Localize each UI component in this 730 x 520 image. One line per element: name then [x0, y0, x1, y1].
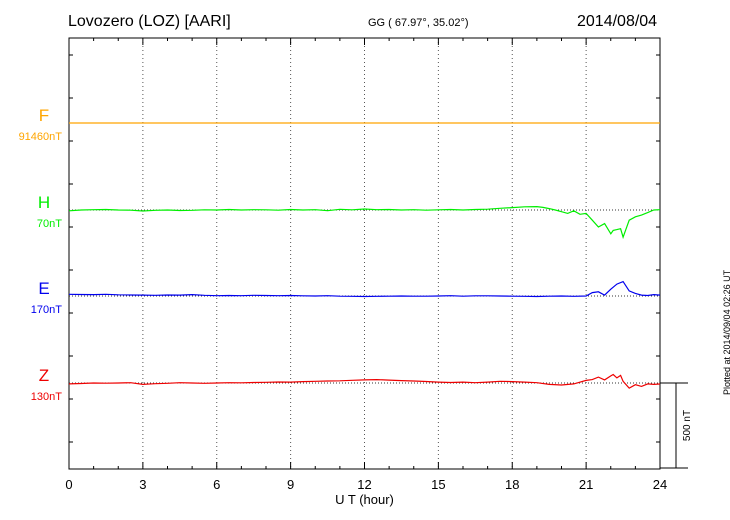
x-tick-label: 15	[431, 477, 445, 492]
x-tick-label: 9	[287, 477, 294, 492]
series-offset-z: 130nT	[31, 391, 62, 403]
series-name-z: Z	[39, 366, 49, 385]
x-tick-label: 6	[213, 477, 220, 492]
x-axis-label: U T (hour)	[335, 492, 394, 507]
x-tick-label: 21	[579, 477, 593, 492]
series-name-h: H	[38, 193, 50, 212]
series-line-e	[68, 280, 661, 298]
coordinates-label: GG ( 67.97°, 35.02°)	[368, 17, 469, 29]
station-title: Lovozero (LOZ) [AARI]	[68, 13, 231, 30]
x-tick-label: 3	[139, 477, 146, 492]
x-tick-label: 24	[653, 477, 667, 492]
series-line-h	[68, 205, 661, 240]
x-tick-label: 0	[65, 477, 72, 492]
series-offset-h: 70nT	[37, 218, 62, 230]
series-offset-e: 170nT	[31, 304, 62, 316]
x-tick-label: 12	[357, 477, 371, 492]
date-label: 2014/08/04	[577, 13, 658, 30]
x-tick-label: 18	[505, 477, 519, 492]
series-line-z	[68, 373, 661, 389]
series-offset-f: 91460nT	[19, 131, 63, 143]
series-name-f: F	[39, 106, 49, 125]
series-name-e: E	[38, 279, 49, 298]
scale-bar-label: 500 nT	[682, 410, 693, 441]
